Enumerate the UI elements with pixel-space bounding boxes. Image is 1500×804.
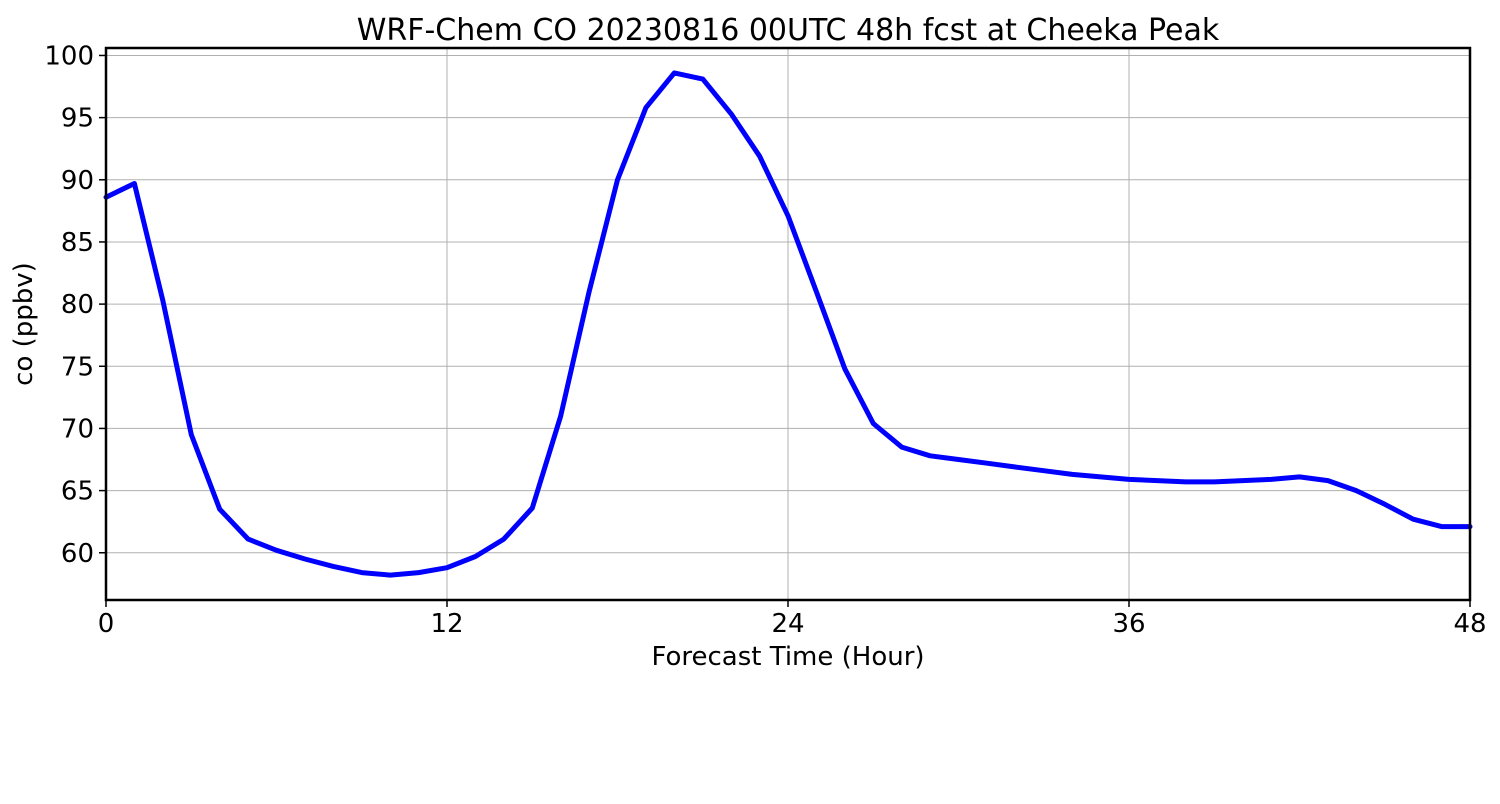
y-tick-label: 75	[61, 352, 94, 382]
y-tick-label: 65	[61, 477, 94, 507]
x-tick-label: 0	[98, 609, 115, 639]
x-axis-label: Forecast Time (Hour)	[651, 642, 924, 672]
y-axis-label: co (ppbv)	[9, 262, 39, 386]
series-line	[103, 70, 1473, 578]
x-tick-label: 48	[1453, 609, 1486, 639]
grid-lines	[105, 48, 1471, 600]
x-axis: 0 12 24 36 48	[98, 600, 1487, 639]
y-tick-label: 100	[44, 41, 94, 71]
y-tick-label: 70	[61, 414, 94, 444]
y-tick-label: 95	[61, 104, 94, 134]
x-tick-label: 36	[1112, 609, 1145, 639]
y-tick-label: 60	[61, 539, 94, 569]
y-tick-label: 80	[61, 290, 94, 320]
y-tick-label: 90	[61, 166, 94, 196]
x-tick-label: 12	[430, 609, 463, 639]
y-axis: 60 65 70 75 80 85 90 95 100	[44, 41, 106, 569]
series-group	[103, 70, 1473, 578]
x-tick-label: 24	[771, 609, 804, 639]
y-tick-label: 85	[61, 228, 94, 258]
chart-title: WRF-Chem CO 20230816 00UTC 48h fcst at C…	[357, 13, 1220, 48]
